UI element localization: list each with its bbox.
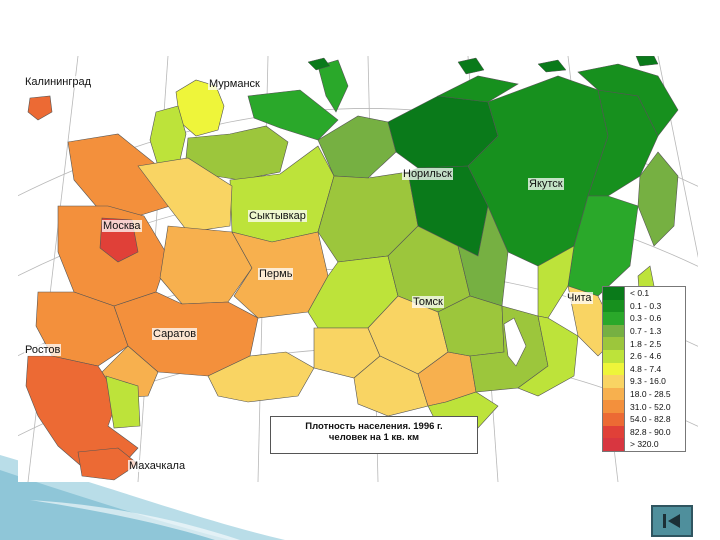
legend-label: 31.0 - 52.0 — [630, 401, 671, 412]
legend-swatch — [603, 349, 625, 363]
lake-baikal — [503, 317, 527, 367]
city-label-murmansk: Мурманск — [208, 78, 261, 90]
region-northwest — [67, 133, 171, 217]
legend-label: 2.6 - 4.6 — [630, 351, 662, 362]
map-caption-line2: человек на 1 кв. км — [328, 432, 420, 443]
legend-row: 31.0 - 52.0 — [603, 400, 685, 413]
legend-label: 4.8 - 7.4 — [630, 363, 662, 374]
legend-swatch — [603, 387, 625, 401]
city-label-makhachkala: Махачкала — [128, 460, 187, 472]
island-new-siberian — [537, 59, 567, 73]
region-kalmykia — [105, 375, 141, 429]
island-wrangel — [635, 56, 659, 67]
legend-swatch — [603, 400, 625, 413]
map-caption-line1: Плотность населения. 1996 г. — [305, 421, 443, 432]
legend-swatch — [603, 324, 625, 338]
first-slide-button[interactable] — [651, 505, 693, 537]
legend-row: > 320.0 — [603, 438, 685, 451]
legend-row: 54.0 - 82.8 — [603, 412, 685, 426]
legend-swatch — [603, 312, 625, 325]
legend-label: 18.0 - 28.5 — [630, 389, 671, 400]
city-label-perm: Пермь — [258, 268, 294, 280]
city-label-yakutsk: Якутск — [528, 178, 564, 190]
legend-swatch — [603, 287, 625, 300]
legend-row: 0.1 - 0.3 — [603, 299, 685, 313]
map-caption: Плотность населения. 1996 г. человек на … — [270, 416, 478, 454]
city-label-kaliningrad: Калининград — [24, 76, 93, 88]
legend-label: 0.3 - 0.6 — [630, 313, 662, 324]
city-label-tomsk: Томск — [412, 296, 444, 308]
legend-swatch — [603, 425, 625, 439]
legend-row: 18.0 - 28.5 — [603, 387, 685, 401]
legend-row: 9.3 - 16.0 — [603, 375, 685, 388]
legend-label: > 320.0 — [630, 439, 659, 450]
legend-row: < 0.1 — [603, 287, 685, 300]
legend-row: 0.3 - 0.6 — [603, 312, 685, 325]
city-label-chita: Чита — [566, 292, 593, 304]
first-slide-icon — [663, 514, 680, 528]
island-franz-josef — [307, 57, 331, 71]
region-orenburg — [207, 351, 315, 403]
legend-row: 0.7 - 1.3 — [603, 324, 685, 338]
legend-row: 2.6 - 4.6 — [603, 349, 685, 363]
legend-swatch — [603, 299, 625, 313]
region-chukotka — [577, 63, 679, 137]
region-caucasus — [77, 447, 139, 481]
city-label-moscow: Москва — [102, 220, 142, 232]
island-severnaya-zemlya — [457, 57, 485, 75]
city-label-norilsk: Норильск — [402, 168, 453, 180]
legend-swatch — [603, 337, 625, 350]
legend-label: < 0.1 — [630, 288, 650, 299]
region-vologda — [137, 157, 233, 233]
region-taymyr-north — [436, 75, 519, 103]
city-label-saratov: Саратов — [152, 328, 198, 340]
city-label-syktyvkar: Сыктывкар — [248, 210, 307, 222]
legend-swatch — [603, 375, 625, 388]
legend-swatch — [603, 362, 625, 376]
density-legend: < 0.1 0.1 - 0.3 0.3 - 0.6 0.7 - 1.3 1.8 - 2.… — [602, 286, 686, 452]
region-amur — [537, 245, 575, 319]
region-karelia — [149, 105, 187, 167]
city-label-rostov: Ростов — [24, 344, 62, 356]
region-chita — [517, 315, 579, 397]
legend-swatch — [603, 438, 625, 451]
legend-label: 82.8 - 90.0 — [630, 426, 671, 437]
legend-swatch — [603, 412, 625, 426]
island-novaya-zemlya — [317, 59, 349, 113]
legend-label: 0.1 - 0.3 — [630, 300, 662, 311]
legend-row: 4.8 - 7.4 — [603, 362, 685, 376]
legend-label: 9.3 - 16.0 — [630, 376, 666, 387]
population-density-map: Калининград Мурманск Норильск Якутск Мос… — [18, 56, 698, 482]
region-kaliningrad — [27, 95, 53, 121]
legend-row: 82.8 - 90.0 — [603, 425, 685, 439]
legend-label: 0.7 - 1.3 — [630, 326, 662, 337]
legend-label: 1.8 - 2.5 — [630, 338, 662, 349]
legend-label: 54.0 - 82.8 — [630, 414, 671, 425]
legend-row: 1.8 - 2.5 — [603, 337, 685, 350]
